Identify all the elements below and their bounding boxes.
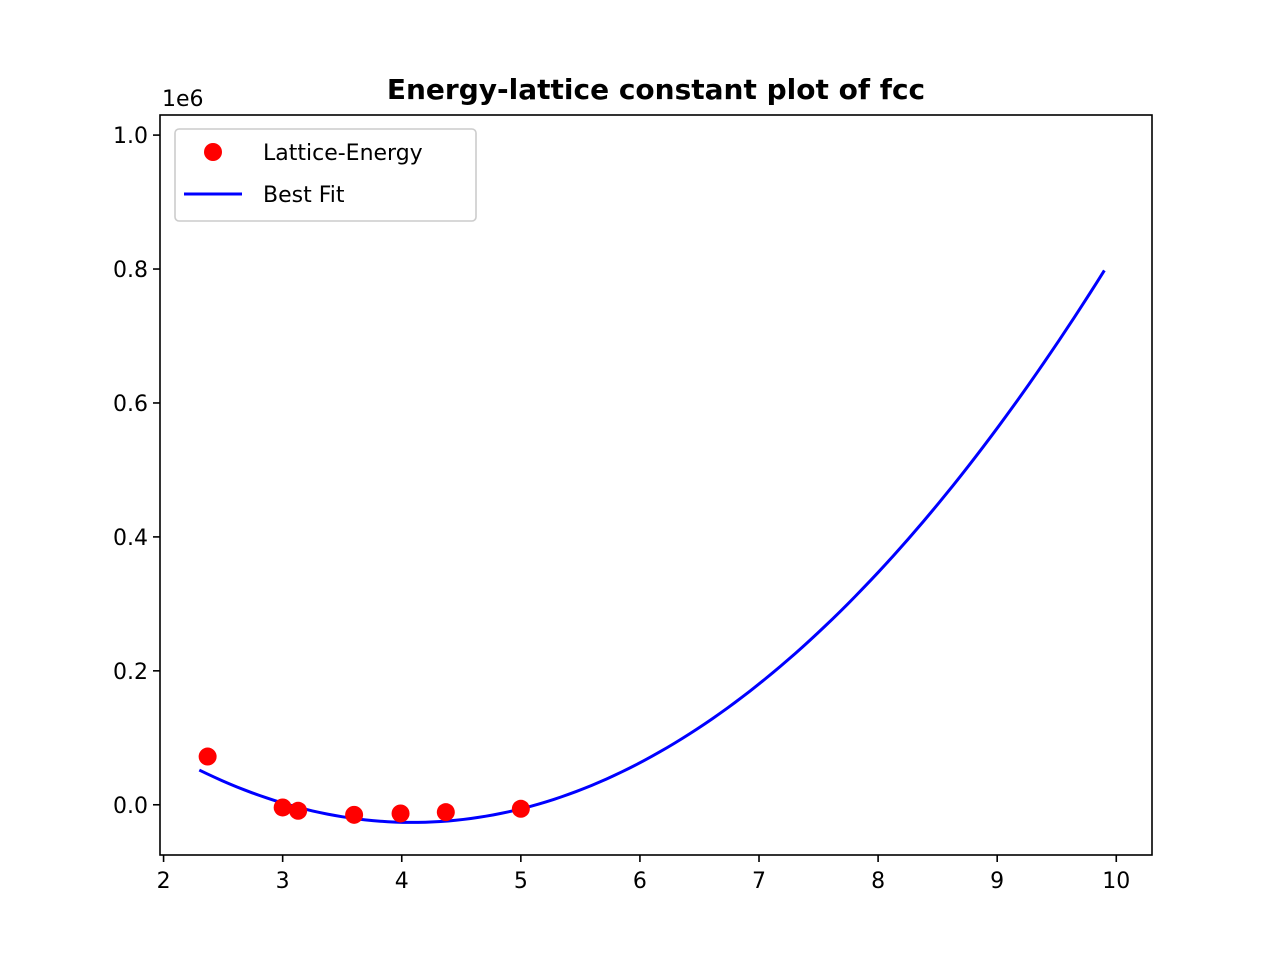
y-tick-label-2: 0.4 [113, 526, 148, 551]
y-tick-label-0: 0.0 [113, 794, 148, 819]
legend-marker-0 [204, 143, 222, 161]
legend-label-0: Lattice-Energy [263, 141, 423, 166]
data-point-3 [345, 805, 364, 824]
y-tick-label-3: 0.6 [113, 392, 148, 417]
y-tick-label-1: 0.2 [113, 660, 148, 685]
x-tick-label-0: 2 [157, 869, 171, 894]
data-point-1 [273, 798, 292, 817]
data-point-6 [511, 799, 530, 818]
data-point-0 [198, 747, 217, 766]
data-point-5 [436, 803, 455, 822]
y-axis-offset-label: 1e6 [162, 87, 204, 112]
axes-frame [159, 114, 1153, 856]
chart-title: Energy-lattice constant plot of fcc [387, 73, 925, 106]
data-point-2 [289, 801, 308, 820]
x-tick-label-2: 4 [395, 869, 409, 894]
x-tick-label-8: 10 [1102, 869, 1130, 894]
x-tick-label-1: 3 [276, 869, 290, 894]
x-tick-label-5: 7 [752, 869, 766, 894]
legend-label-1: Best Fit [263, 183, 345, 208]
x-tick-label-3: 5 [514, 869, 528, 894]
y-tick-label-4: 0.8 [113, 258, 148, 283]
plot-area: 2 3 4 5 6 7 8 9 10 0.0 0.2 0.4 0.6 0.8 1.0 Lattice-Ener… [113, 114, 1153, 894]
legend-box [174, 128, 477, 222]
x-tick-label-4: 6 [633, 869, 647, 894]
data-point-4 [391, 804, 410, 823]
x-tick-label-7: 9 [990, 869, 1004, 894]
x-tick-label-6: 8 [871, 869, 885, 894]
y-tick-label-5: 1.0 [113, 124, 148, 149]
